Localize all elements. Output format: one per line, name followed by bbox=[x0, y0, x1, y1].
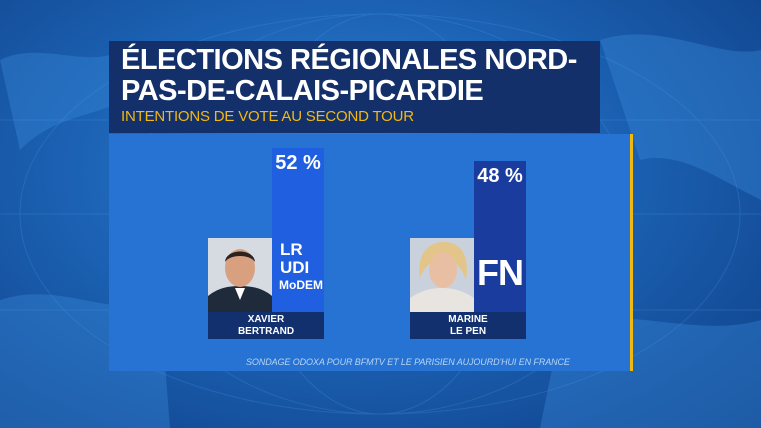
value-label-marine-le-pen: 48 % bbox=[477, 165, 523, 187]
party-modem: MoDEM bbox=[279, 278, 323, 292]
bar-chart: 52 % LR UDI MoDEM XAVIER BERTRAND 48 % F… bbox=[109, 134, 631, 371]
portrait-marine-le-pen bbox=[410, 238, 474, 312]
source-note: SONDAGE ODOXA POUR BFMTV ET LE PARISIEN … bbox=[246, 357, 570, 367]
candidate-last-name: BERTRAND bbox=[237, 326, 295, 337]
value-label-xavier-bertrand: 52 % bbox=[275, 152, 321, 174]
party-fn: FN bbox=[477, 252, 524, 293]
candidate-first-name: MARINE bbox=[448, 314, 488, 325]
panel-accent-line bbox=[630, 134, 633, 371]
chart-subtitle: INTENTIONS DE VOTE AU SECOND TOUR bbox=[121, 108, 414, 125]
chart-panel bbox=[109, 134, 631, 371]
chart-title: ÉLECTIONS RÉGIONALES NORD-PAS-DE-CALAIS-… bbox=[121, 44, 577, 107]
candidate-first-name: XAVIER bbox=[247, 314, 285, 325]
bar-marine-le-pen bbox=[474, 161, 526, 312]
bar-xavier-bertrand bbox=[272, 148, 324, 312]
title-box: ÉLECTIONS RÉGIONALES NORD-PAS-DE-CALAIS-… bbox=[109, 41, 600, 133]
candidate-last-name: LE PEN bbox=[449, 326, 487, 337]
name-plate-marine-le-pen: MARINE LE PEN bbox=[410, 312, 526, 339]
party-udi: UDI bbox=[280, 258, 310, 277]
party-lr: LR bbox=[280, 240, 303, 259]
portrait-xavier-bertrand bbox=[208, 238, 272, 312]
name-plate-xavier-bertrand: XAVIER BERTRAND bbox=[208, 312, 324, 339]
